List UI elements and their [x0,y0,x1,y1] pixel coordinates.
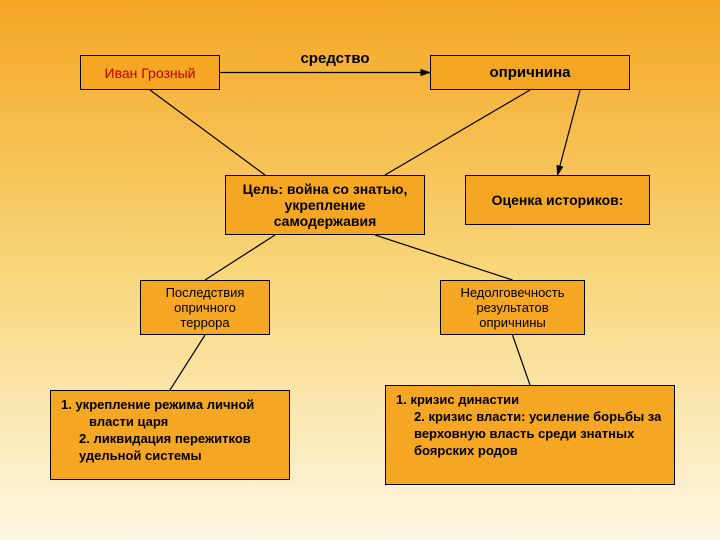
node-ivan-grozny: Иван Грозный [80,55,220,90]
list-item: 1. укрепление режима личной власти царя [61,397,279,431]
list-left: 1. укрепление режима личной власти царя … [50,390,290,480]
node-historians: Оценка историков: [465,175,650,225]
list-right: 1. кризис династии 2. кризис власти: уси… [385,385,675,485]
node-goal: Цель: война со знатью, укрепление самоде… [225,175,425,235]
node-label: Оценка историков: [492,192,624,208]
list-left-items: 1. укрепление режима личной власти царя … [61,397,279,465]
label-sredstvo: средство [295,50,375,86]
node-label: Последствия опричного террора [149,285,261,330]
node-label: Иван Грозный [105,65,196,81]
node-label: Цель: война со знатью, укрепление самоде… [234,181,416,229]
list-item: 2. ликвидация пережитков удельной систем… [61,431,279,465]
node-shortlived: Недолговечность результатов опричнины [440,280,585,335]
list-item: 1. кризис династии [396,392,664,409]
list-right-items: 1. кризис династии 2. кризис власти: уси… [396,392,664,460]
node-consequences: Последствия опричного террора [140,280,270,335]
node-label: опричнина [490,64,571,81]
label-text: средство [300,50,369,67]
node-label: Недолговечность результатов опричнины [449,285,576,330]
list-item: 2. кризис власти: усиление борьбы за вер… [396,409,664,460]
node-oprichnina: опричнина [430,55,630,90]
